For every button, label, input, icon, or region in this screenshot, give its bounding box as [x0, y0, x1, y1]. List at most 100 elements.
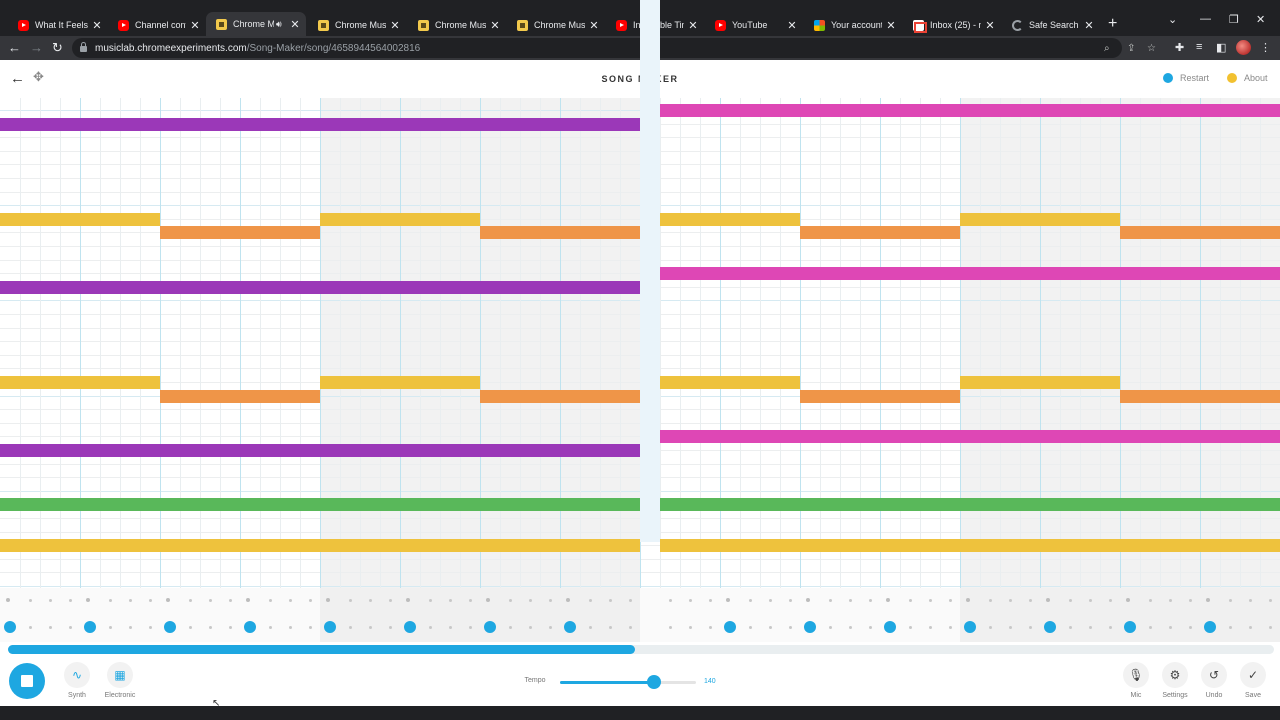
- percussion-cell[interactable]: [326, 598, 330, 602]
- percussion-cell[interactable]: [1148, 598, 1152, 602]
- browser-tab[interactable]: Chrome Music L ✕: [507, 14, 605, 36]
- percussion-cell[interactable]: [668, 625, 672, 629]
- percussion-cell[interactable]: [928, 598, 932, 602]
- percussion-cell[interactable]: [806, 598, 810, 602]
- note-block[interactable]: [660, 539, 1280, 553]
- percussion-cell[interactable]: [1028, 598, 1032, 602]
- tab-close-icon[interactable]: ✕: [190, 19, 200, 32]
- percussion-cell[interactable]: [68, 598, 72, 602]
- tab-close-icon[interactable]: ✕: [390, 19, 400, 32]
- reload-icon[interactable]: ↻: [52, 40, 63, 55]
- percussion-cell[interactable]: [448, 625, 452, 629]
- note-block[interactable]: [160, 226, 320, 240]
- percussion-cell[interactable]: [528, 625, 532, 629]
- percussion-cell[interactable]: [768, 625, 772, 629]
- note-block[interactable]: [1120, 226, 1280, 240]
- percussion-cell[interactable]: [1088, 625, 1092, 629]
- percussion-cell[interactable]: [828, 598, 832, 602]
- percussion-cell[interactable]: [1188, 598, 1192, 602]
- percussion-cell[interactable]: [1188, 625, 1192, 629]
- note-block[interactable]: [0, 212, 160, 226]
- extensions-icon[interactable]: ✚: [1175, 42, 1185, 54]
- percussion-cell[interactable]: [188, 625, 192, 629]
- percussion-cell[interactable]: [1126, 598, 1130, 602]
- percussion-cell[interactable]: [48, 598, 52, 602]
- percussion-cell[interactable]: [628, 625, 632, 629]
- reading-list-icon[interactable]: ≡: [1196, 41, 1203, 53]
- tab-close-icon[interactable]: ✕: [589, 19, 599, 32]
- browser-tab[interactable]: Chrome Mu🔊︎ ✕: [206, 12, 306, 36]
- kick-drum-note[interactable]: [244, 621, 256, 633]
- stop-button[interactable]: [9, 663, 45, 699]
- note-block[interactable]: [480, 226, 640, 240]
- tab-close-icon[interactable]: ✕: [787, 19, 797, 32]
- tab-close-icon[interactable]: ✕: [92, 19, 102, 32]
- address-bar[interactable]: musiclab.chromeexperiments.com/Song-Make…: [72, 38, 1156, 58]
- percussion-cell[interactable]: [668, 598, 672, 602]
- percussion-cell[interactable]: [268, 625, 272, 629]
- note-block[interactable]: [0, 117, 640, 131]
- percussion-cell[interactable]: [948, 625, 952, 629]
- percussion-cell[interactable]: [1248, 598, 1252, 602]
- percussion-cell[interactable]: [588, 598, 592, 602]
- new-tab-button[interactable]: +: [1108, 15, 1118, 32]
- restore-icon[interactable]: ❐: [1229, 14, 1239, 26]
- percussion-cell[interactable]: [268, 598, 272, 602]
- kick-drum-note[interactable]: [404, 621, 416, 633]
- percussion-cell[interactable]: [548, 598, 552, 602]
- percussion-cell[interactable]: [708, 625, 712, 629]
- percussion-cell[interactable]: [288, 598, 292, 602]
- percussion-cell[interactable]: [868, 625, 872, 629]
- percussion-cell[interactable]: [468, 598, 472, 602]
- note-block[interactable]: [0, 444, 640, 457]
- percussion-cell[interactable]: [868, 598, 872, 602]
- browser-tab[interactable]: What It Feels Li ✕: [8, 14, 108, 36]
- percussion-cell[interactable]: [508, 598, 512, 602]
- percussion-cell[interactable]: [588, 625, 592, 629]
- percussion-cell[interactable]: [628, 598, 632, 602]
- percussion-cell[interactable]: [1008, 625, 1012, 629]
- note-block[interactable]: [800, 389, 960, 403]
- percussion-cell[interactable]: [368, 625, 372, 629]
- percussion-cell[interactable]: [1268, 625, 1272, 629]
- percussion-cell[interactable]: [1228, 598, 1232, 602]
- percussion-cell[interactable]: [726, 598, 730, 602]
- kick-drum-note[interactable]: [1124, 621, 1136, 633]
- percussion-button[interactable]: ▦ Electronic: [95, 662, 145, 699]
- tab-close-icon[interactable]: ✕: [985, 19, 995, 32]
- percussion-grid[interactable]: [0, 588, 1280, 642]
- kick-drum-note[interactable]: [84, 621, 96, 633]
- window-close-icon[interactable]: ✕: [1256, 14, 1266, 26]
- percussion-cell[interactable]: [948, 598, 952, 602]
- note-block[interactable]: [660, 267, 1280, 281]
- percussion-cell[interactable]: [28, 598, 32, 602]
- tab-search-icon[interactable]: ⌄: [1168, 14, 1178, 26]
- note-block[interactable]: [660, 430, 1280, 444]
- percussion-cell[interactable]: [566, 598, 570, 602]
- percussion-cell[interactable]: [1046, 598, 1050, 602]
- kick-drum-note[interactable]: [4, 621, 16, 633]
- percussion-cell[interactable]: [228, 625, 232, 629]
- percussion-cell[interactable]: [508, 625, 512, 629]
- browser-tab[interactable]: Safe Search ✕: [1002, 14, 1100, 36]
- browser-tab[interactable]: Chrome Music L ✕: [408, 14, 506, 36]
- percussion-cell[interactable]: [486, 598, 490, 602]
- percussion-cell[interactable]: [348, 598, 352, 602]
- percussion-cell[interactable]: [228, 598, 232, 602]
- note-block[interactable]: [960, 376, 1120, 389]
- browser-tab[interactable]: Your account ha ✕: [804, 14, 902, 36]
- tab-close-icon[interactable]: ✕: [490, 19, 500, 32]
- kick-drum-note[interactable]: [564, 621, 576, 633]
- percussion-cell[interactable]: [1028, 625, 1032, 629]
- kick-drum-note[interactable]: [1204, 621, 1216, 633]
- kick-drum-note[interactable]: [964, 621, 976, 633]
- percussion-cell[interactable]: [1068, 625, 1072, 629]
- percussion-cell[interactable]: [148, 625, 152, 629]
- note-block[interactable]: [0, 280, 640, 294]
- percussion-cell[interactable]: [468, 625, 472, 629]
- percussion-cell[interactable]: [1268, 598, 1272, 602]
- percussion-cell[interactable]: [688, 598, 692, 602]
- browser-tab[interactable]: Channel conten ✕: [108, 14, 206, 36]
- percussion-cell[interactable]: [608, 625, 612, 629]
- percussion-cell[interactable]: [348, 625, 352, 629]
